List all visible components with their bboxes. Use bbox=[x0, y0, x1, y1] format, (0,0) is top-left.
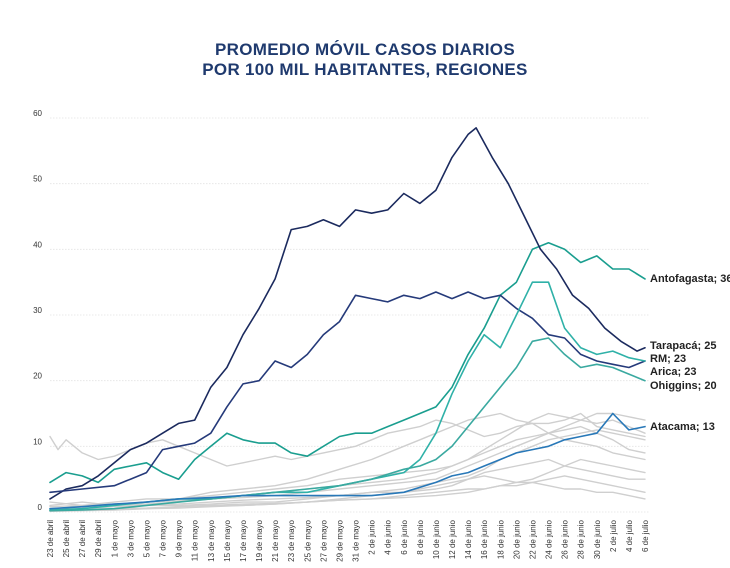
y-tick-label: 0 bbox=[38, 503, 43, 512]
series-line-2 bbox=[49, 291, 646, 494]
series-end-label: Arica; 23 bbox=[650, 366, 696, 378]
series-line-4 bbox=[49, 337, 646, 512]
series-end-label: Ohiggins; 20 bbox=[650, 380, 717, 392]
x-tick-label: 9 de mayo bbox=[175, 519, 184, 557]
grid-layer bbox=[50, 117, 650, 513]
x-tick-label: 17 de mayo bbox=[239, 519, 248, 561]
x-tick-label: 20 de junio bbox=[512, 519, 521, 559]
x-tick-label: 18 de junio bbox=[496, 519, 505, 559]
x-tick-label: 23 de abril bbox=[46, 520, 55, 558]
series-line-grey-14 bbox=[49, 475, 646, 512]
series-end-label: RM; 23 bbox=[650, 353, 686, 365]
x-tick-label: 4 de julio bbox=[625, 519, 634, 552]
x-tick-label: 22 de junio bbox=[528, 519, 537, 559]
x-tick-label: 25 de mayo bbox=[303, 519, 312, 561]
x-tick-label: 21 de mayo bbox=[271, 519, 280, 561]
x-tick-label: 14 de junio bbox=[464, 519, 473, 559]
x-tick-label: 29 de abril bbox=[94, 520, 103, 558]
series-line-5 bbox=[49, 412, 646, 510]
x-tick-label: 5 de mayo bbox=[142, 519, 151, 557]
x-tick-label: 12 de junio bbox=[448, 519, 457, 559]
series-line-grey-7 bbox=[49, 412, 646, 507]
x-tick-label: 19 de mayo bbox=[255, 519, 264, 561]
series-layer bbox=[49, 127, 646, 512]
x-tick-label: 27 de mayo bbox=[319, 519, 328, 561]
series-line-grey-11 bbox=[49, 481, 646, 512]
chart-subtitle: POR 100 MIL HABITANTES, REGIONES bbox=[202, 60, 528, 79]
x-tick-label: 3 de mayo bbox=[126, 519, 135, 557]
x-tick-label: 10 de junio bbox=[432, 519, 441, 559]
x-tick-label: 4 de junio bbox=[384, 519, 393, 554]
x-tick-label: 30 de junio bbox=[593, 519, 602, 559]
x-tick-label: 2 de junio bbox=[368, 519, 377, 554]
series-line-grey-10 bbox=[49, 412, 646, 507]
tick-layer: 0 10 20 30 40 50 60 23 de abril 25 de abril 27 de… bbox=[33, 109, 650, 562]
x-tick-label: 27 de abril bbox=[78, 520, 87, 558]
y-tick-label: 20 bbox=[33, 372, 42, 381]
x-tick-label: 16 de junio bbox=[480, 519, 489, 559]
x-tick-label: 23 de mayo bbox=[287, 519, 296, 561]
x-tick-label: 31 de mayo bbox=[352, 519, 361, 561]
series-end-label: Tarapacá; 25 bbox=[650, 340, 716, 352]
x-tick-label: 25 de abril bbox=[62, 520, 71, 558]
series-line-grey-9 bbox=[49, 458, 646, 511]
y-tick-label: 50 bbox=[33, 175, 42, 184]
x-tick-label: 6 de julio bbox=[641, 519, 650, 552]
x-tick-label: 15 de mayo bbox=[223, 519, 232, 561]
x-tick-label: 11 de mayo bbox=[191, 519, 200, 561]
series-line-0 bbox=[49, 242, 646, 484]
x-tick-label: 13 de mayo bbox=[207, 519, 216, 561]
series-line-grey-15 bbox=[49, 412, 646, 508]
x-tick-label: 8 de junio bbox=[416, 519, 425, 554]
y-tick-label: 30 bbox=[33, 306, 42, 315]
y-tick-label: 60 bbox=[33, 109, 42, 118]
x-tick-label: 29 de mayo bbox=[335, 519, 344, 561]
x-tick-label: 1 de mayo bbox=[110, 519, 119, 557]
x-tick-label: 28 de junio bbox=[577, 519, 586, 559]
x-tick-label: 26 de junio bbox=[561, 519, 570, 559]
y-tick-label: 40 bbox=[33, 240, 42, 249]
chart-title: PROMEDIO MÓVIL CASOS DIARIOS bbox=[215, 40, 515, 59]
x-tick-label: 7 de mayo bbox=[159, 519, 168, 557]
series-line-1 bbox=[49, 127, 646, 500]
series-end-label: Atacama; 13 bbox=[650, 421, 715, 433]
series-end-label: Antofagasta; 36 bbox=[650, 273, 730, 285]
x-tick-label: 6 de junio bbox=[400, 519, 409, 554]
x-tick-label: 2 de julio bbox=[609, 519, 618, 552]
x-tick-label: 24 de junio bbox=[545, 519, 554, 559]
y-tick-label: 10 bbox=[33, 437, 42, 446]
